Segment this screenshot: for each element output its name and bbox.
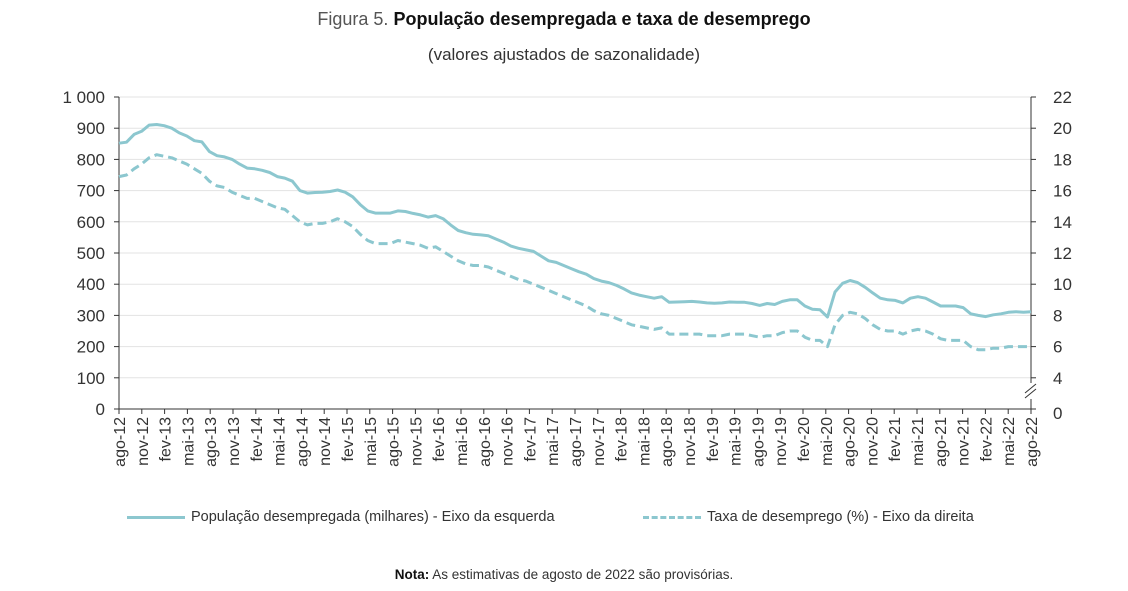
x-tick-label: nov-16 bbox=[500, 417, 517, 466]
x-tick-label: nov-13 bbox=[226, 417, 243, 466]
y-right-tick-label: 8 bbox=[1053, 306, 1062, 325]
y-left-tick-label: 500 bbox=[77, 244, 105, 263]
y-right-tick-label: 12 bbox=[1053, 244, 1072, 263]
x-tick-label: ago-18 bbox=[659, 417, 676, 467]
y-left-tick-label: 200 bbox=[77, 338, 105, 357]
axis-break-mark bbox=[1024, 388, 1037, 399]
x-tick-label: fev-20 bbox=[796, 417, 813, 462]
y-left-tick-label: 700 bbox=[77, 182, 105, 201]
x-tick-label: mai-17 bbox=[545, 417, 562, 466]
legend-swatch-solid bbox=[127, 515, 185, 519]
x-tick-label: ago-15 bbox=[386, 417, 403, 467]
x-tick-label: mai-14 bbox=[272, 417, 289, 466]
series-line-rate bbox=[118, 153, 1031, 352]
chart-subtitle: (valores ajustados de sazonalidade) bbox=[427, 45, 701, 64]
x-tick-label: nov-18 bbox=[682, 417, 699, 466]
x-tick-label: ago-22 bbox=[1024, 417, 1041, 467]
y-left-tick-label: 900 bbox=[77, 119, 105, 138]
x-tick-label: fev-17 bbox=[522, 417, 539, 462]
y-right-tick-label: 20 bbox=[1053, 119, 1072, 138]
x-tick-label: mai-21 bbox=[910, 417, 927, 466]
x-tick-label: nov-17 bbox=[591, 417, 608, 466]
legend-label-rate: Taxa de desemprego (%) - Eixo da direita bbox=[707, 509, 974, 525]
y-left-tick-label: 0 bbox=[96, 400, 105, 419]
x-tick-label: nov-15 bbox=[408, 417, 425, 466]
footnote-text: As estimativas de agosto de 2022 são pro… bbox=[432, 567, 734, 582]
y-right-tick-label: 14 bbox=[1053, 213, 1072, 232]
y-right-tick-label: 0 bbox=[1053, 404, 1062, 423]
y-left-tick-label: 400 bbox=[77, 275, 105, 294]
x-tick-label: nov-21 bbox=[956, 417, 973, 466]
figure-number: Figura 5. bbox=[317, 9, 389, 29]
x-tick-label: fev-14 bbox=[249, 417, 266, 462]
legend: População desempregada (milhares) - Eixo… bbox=[0, 509, 1128, 533]
y-right-tick-label: 4 bbox=[1053, 369, 1062, 388]
x-tick-label: fev-21 bbox=[887, 417, 904, 462]
x-tick-label: ago-21 bbox=[933, 417, 950, 467]
axis-break-icon bbox=[1024, 383, 1038, 399]
y-left-tick-label: 800 bbox=[77, 150, 105, 169]
series-line-population bbox=[118, 123, 1032, 319]
y-right-tick-label: 22 bbox=[1053, 88, 1072, 107]
x-tick-label: fev-18 bbox=[614, 417, 631, 462]
x-tick-label: nov-12 bbox=[135, 417, 152, 466]
x-tick-label: mai-20 bbox=[819, 417, 836, 466]
x-tick-label: nov-20 bbox=[864, 417, 881, 466]
y-right-tick-label: 16 bbox=[1053, 182, 1072, 201]
x-tick-label: fev-16 bbox=[431, 417, 448, 462]
line-chart: 0 100 200 300 400 500 600 700 800 900 1 000 0 4 6 8 10 1… bbox=[62, 88, 1071, 467]
x-tick-label: ago-14 bbox=[294, 417, 311, 467]
x-tick-label: ago-20 bbox=[842, 417, 859, 467]
y-left-tick-label: 1 000 bbox=[62, 88, 105, 107]
chart-title: Figura 5. População desempregada e taxa … bbox=[0, 9, 1128, 30]
legend-item-population: População desempregada (milhares) - Eixo… bbox=[127, 509, 555, 525]
axes bbox=[114, 96, 1038, 414]
axis-break-gap bbox=[1024, 383, 1038, 399]
tick-labels: 0 100 200 300 400 500 600 700 800 900 1 000 0 4 6 8 10 1… bbox=[62, 88, 1071, 467]
legend-label-population: População desempregada (milhares) - Eixo… bbox=[191, 509, 555, 525]
x-tick-label: ago-19 bbox=[750, 417, 767, 467]
x-tick-label: nov-19 bbox=[773, 417, 790, 466]
figure-title: População desempregada e taxa de desempr… bbox=[393, 9, 811, 29]
legend-swatch-dashed bbox=[643, 515, 701, 519]
y-right-tick-label: 18 bbox=[1053, 150, 1072, 169]
x-tick-label: fev-13 bbox=[158, 417, 175, 462]
footnote: Nota: As estimativas de agosto de 2022 s… bbox=[0, 567, 1128, 582]
x-tick-label: mai-19 bbox=[728, 417, 745, 466]
y-left-tick-label: 100 bbox=[77, 369, 105, 388]
footnote-label: Nota: bbox=[394, 567, 430, 582]
x-tick-label: mai-13 bbox=[180, 417, 197, 466]
y-right-tick-label: 6 bbox=[1053, 338, 1062, 357]
y-left-tick-label: 300 bbox=[77, 306, 105, 325]
legend-item-rate: Taxa de desemprego (%) - Eixo da direita bbox=[643, 509, 974, 525]
x-tick-label: mai-15 bbox=[363, 417, 380, 466]
x-tick-label: ago-17 bbox=[568, 417, 585, 467]
x-tick-label: mai-22 bbox=[1001, 417, 1018, 466]
x-tick-label: ago-16 bbox=[477, 417, 494, 467]
axis-break-mark bbox=[1024, 383, 1037, 394]
x-tick-label: fev-19 bbox=[705, 417, 722, 462]
x-tick-label: nov-14 bbox=[317, 417, 334, 466]
y-left-tick-label: 600 bbox=[77, 213, 105, 232]
x-tick-label: mai-16 bbox=[454, 417, 471, 466]
x-tick-label: ago-12 bbox=[112, 417, 129, 467]
x-tick-label: fev-22 bbox=[978, 417, 995, 462]
gridlines bbox=[119, 96, 1031, 379]
x-tick-label: fev-15 bbox=[340, 417, 357, 462]
x-tick-label: mai-18 bbox=[636, 417, 653, 466]
x-tick-label: ago-13 bbox=[203, 417, 220, 467]
series-group bbox=[118, 123, 1032, 352]
y-right-tick-label: 10 bbox=[1053, 275, 1072, 294]
